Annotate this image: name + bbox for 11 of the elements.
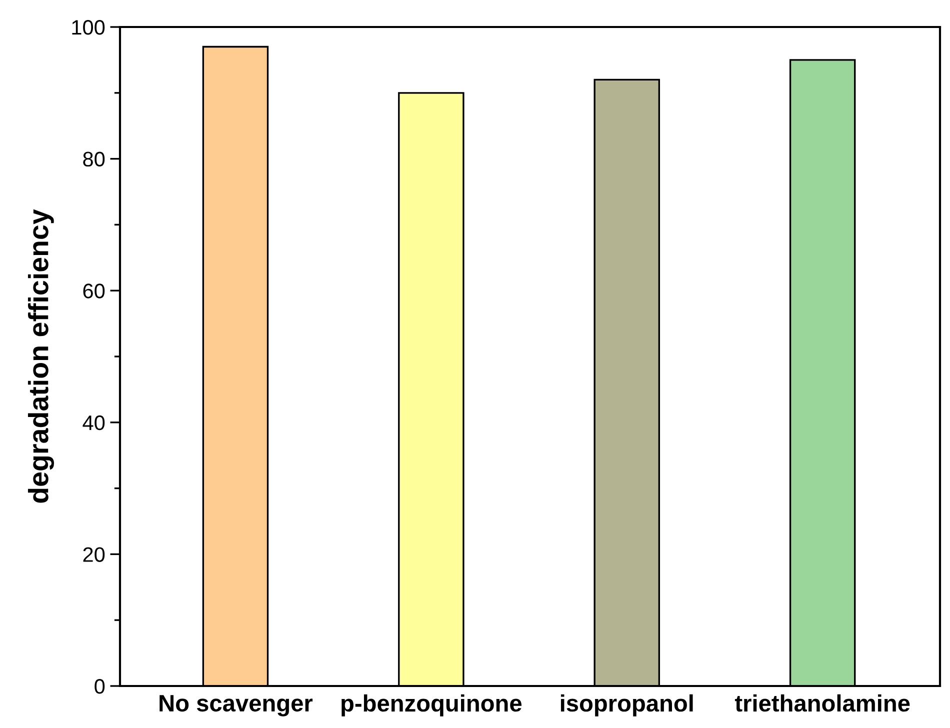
y-tick-label: 100 [72,20,105,35]
y-tick-label: 0 [94,679,105,694]
y-tick-label: 40 [82,415,105,430]
y-tick-label: 80 [83,152,105,167]
y-tick-label: 60 [83,284,105,298]
x-tick-label: isopropanol [560,694,693,716]
x-tick-label: triethanolamine [734,694,910,712]
x-tick-label: No scavenger [160,695,313,716]
y-tick-label: 20 [83,547,105,562]
y-axis-title: degradation efficiency [28,209,54,503]
x-tick-label: p-benzoquinone [342,694,522,716]
